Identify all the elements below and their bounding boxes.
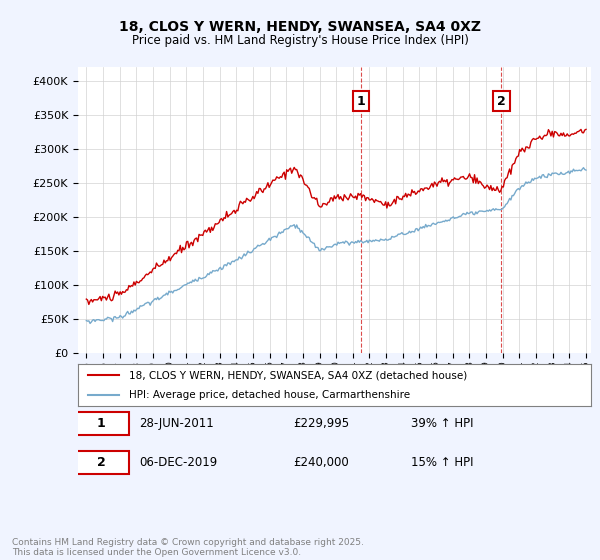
Text: 18, CLOS Y WERN, HENDY, SWANSEA, SA4 0XZ: 18, CLOS Y WERN, HENDY, SWANSEA, SA4 0XZ [119, 20, 481, 34]
Text: 15% ↑ HPI: 15% ↑ HPI [412, 456, 474, 469]
FancyBboxPatch shape [73, 412, 130, 435]
Text: £229,995: £229,995 [293, 417, 350, 430]
Text: £240,000: £240,000 [293, 456, 349, 469]
Text: Contains HM Land Registry data © Crown copyright and database right 2025.
This d: Contains HM Land Registry data © Crown c… [12, 538, 364, 557]
FancyBboxPatch shape [73, 451, 130, 474]
Text: HPI: Average price, detached house, Carmarthenshire: HPI: Average price, detached house, Carm… [130, 390, 410, 400]
Text: 1: 1 [97, 417, 106, 430]
Text: 18, CLOS Y WERN, HENDY, SWANSEA, SA4 0XZ (detached house): 18, CLOS Y WERN, HENDY, SWANSEA, SA4 0XZ… [130, 370, 467, 380]
Text: 28-JUN-2011: 28-JUN-2011 [140, 417, 214, 430]
Text: Price paid vs. HM Land Registry's House Price Index (HPI): Price paid vs. HM Land Registry's House … [131, 34, 469, 46]
Text: 1: 1 [357, 95, 365, 108]
Text: 06-DEC-2019: 06-DEC-2019 [140, 456, 218, 469]
Text: 39% ↑ HPI: 39% ↑ HPI [412, 417, 474, 430]
Text: 2: 2 [497, 95, 506, 108]
Text: 2: 2 [97, 456, 106, 469]
